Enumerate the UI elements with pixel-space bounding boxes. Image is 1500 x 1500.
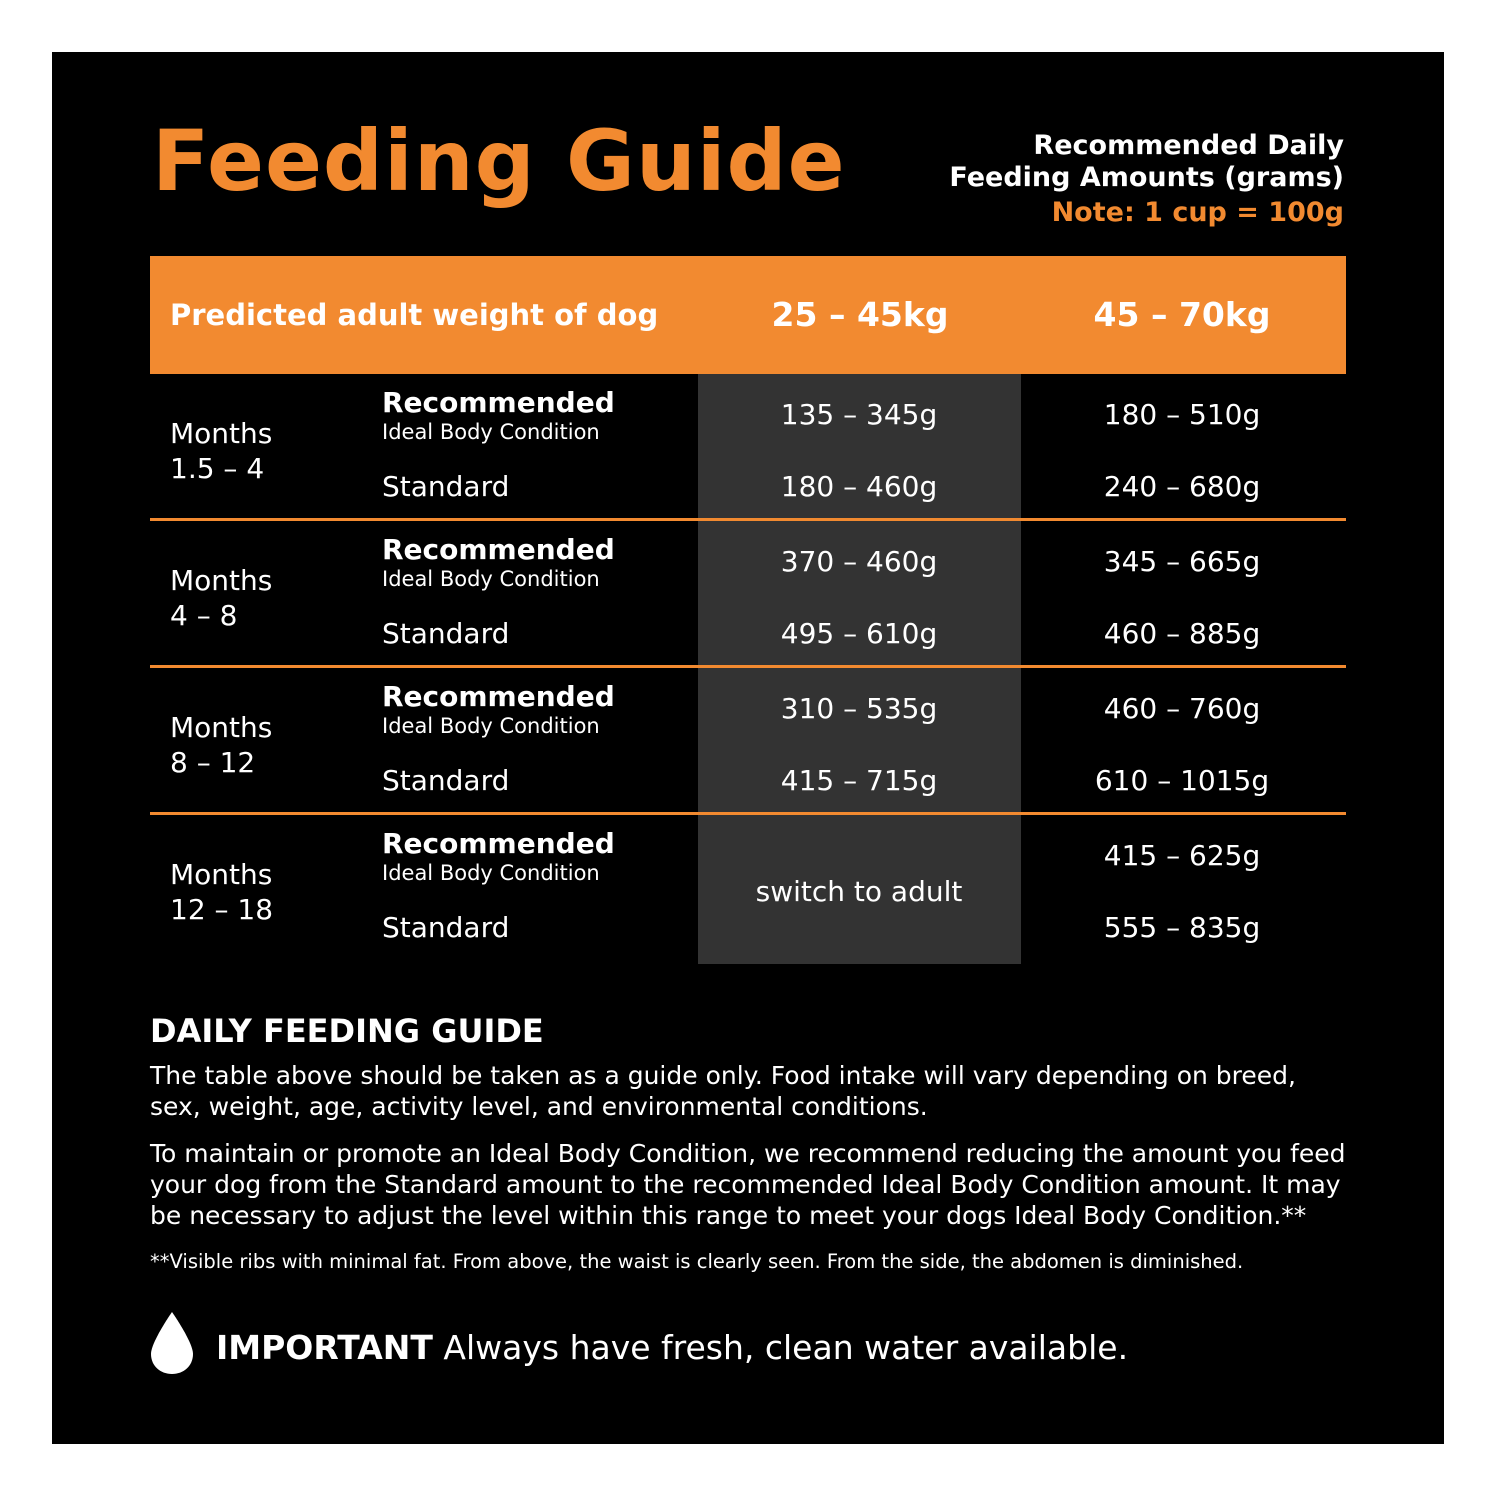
months-range: 1.5 – 4 — [170, 452, 265, 485]
standard-value-col1: 180 – 460g — [780, 470, 938, 503]
recommended-value-col1: 370 – 460g — [780, 545, 938, 578]
important-label: IMPORTANT — [216, 1328, 433, 1367]
ideal-body-condition-label: Ideal Body Condition — [382, 714, 600, 738]
ideal-body-condition-label: Ideal Body Condition — [382, 420, 600, 444]
cup-conversion-note: Note: 1 cup = 100g — [1051, 197, 1344, 228]
header-col-25-45kg: 25 – 45kg — [771, 295, 949, 334]
standard-label: Standard — [382, 617, 510, 650]
ideal-body-condition-label: Ideal Body Condition — [382, 861, 600, 885]
switch-to-adult-note: switch to adult — [755, 875, 963, 908]
header-weight-label: Predicted adult weight of dog — [170, 298, 659, 332]
shaded-column-background — [698, 374, 1021, 964]
recommended-value-col2: 345 – 665g — [1103, 545, 1261, 578]
months-range: 8 – 12 — [170, 746, 256, 779]
note-line-2: Feeding Amounts (grams) — [949, 162, 1344, 193]
table-row: Months 8 – 12 Recommended Ideal Body Con… — [150, 668, 1346, 815]
months-cell: Months 4 – 8 — [170, 563, 272, 633]
daily-amount-note: Recommended Daily Feeding Amounts (grams… — [949, 130, 1344, 229]
feeding-guide-panel: Feeding Guide Recommended Daily Feeding … — [52, 52, 1444, 1444]
table-row: Months 12 – 18 Recommended Ideal Body Co… — [150, 815, 1346, 962]
standard-value-col1: 495 – 610g — [780, 617, 938, 650]
recommended-label: Recommended — [382, 827, 615, 860]
row-divider — [150, 518, 1346, 521]
months-label: Months — [170, 417, 273, 450]
standard-value-col2: 610 – 1015g — [1094, 764, 1270, 797]
row-divider — [150, 665, 1346, 668]
table-header: Predicted adult weight of dog 25 – 45kg … — [150, 256, 1346, 374]
important-text: Always have fresh, clean water available… — [432, 1328, 1129, 1367]
months-label: Months — [170, 711, 273, 744]
page-title: Feeding Guide — [152, 112, 846, 210]
recommended-value-col2: 180 – 510g — [1103, 398, 1261, 431]
standard-value-col1: 415 – 715g — [780, 764, 938, 797]
recommended-value-col2: 415 – 625g — [1103, 839, 1261, 872]
standard-value-col2: 555 – 835g — [1103, 911, 1261, 944]
standard-label: Standard — [382, 470, 510, 503]
guide-footnote: **Visible ribs with minimal fat. From ab… — [150, 1250, 1244, 1273]
recommended-label: Recommended — [382, 533, 615, 566]
months-range: 4 – 8 — [170, 599, 238, 632]
months-cell: Months 12 – 18 — [170, 857, 273, 927]
ideal-body-condition-label: Ideal Body Condition — [382, 567, 600, 591]
recommended-value-col1: 135 – 345g — [780, 398, 938, 431]
table-row: Months 4 – 8 Recommended Ideal Body Cond… — [150, 521, 1346, 668]
recommended-value-col2: 460 – 760g — [1103, 692, 1261, 725]
note-line-1: Recommended Daily — [1033, 130, 1344, 161]
months-cell: Months 1.5 – 4 — [170, 416, 272, 486]
row-divider — [150, 812, 1346, 815]
months-range: 12 – 18 — [170, 893, 274, 926]
standard-value-col2: 240 – 680g — [1103, 470, 1261, 503]
guide-paragraph-1: The table above should be taken as a gui… — [150, 1061, 1296, 1121]
standard-value-col2: 460 – 885g — [1103, 617, 1261, 650]
daily-feeding-guide-heading: DAILY FEEDING GUIDE — [150, 1012, 544, 1050]
water-drop-icon — [151, 1312, 193, 1374]
recommended-value-col1: 310 – 535g — [780, 692, 938, 725]
recommended-label: Recommended — [382, 386, 615, 419]
table-row: Months 1.5 – 4 Recommended Ideal Body Co… — [150, 374, 1346, 521]
months-cell: Months 8 – 12 — [170, 710, 272, 780]
months-label: Months — [170, 564, 273, 597]
header-col-45-70kg: 45 – 70kg — [1093, 295, 1271, 334]
guide-paragraph-2: To maintain or promote an Ideal Body Con… — [150, 1139, 1346, 1230]
standard-label: Standard — [382, 764, 510, 797]
months-label: Months — [170, 858, 273, 891]
standard-label: Standard — [382, 911, 510, 944]
recommended-label: Recommended — [382, 680, 615, 713]
important-water-notice: IMPORTANT Always have fresh, clean water… — [216, 1328, 1128, 1367]
